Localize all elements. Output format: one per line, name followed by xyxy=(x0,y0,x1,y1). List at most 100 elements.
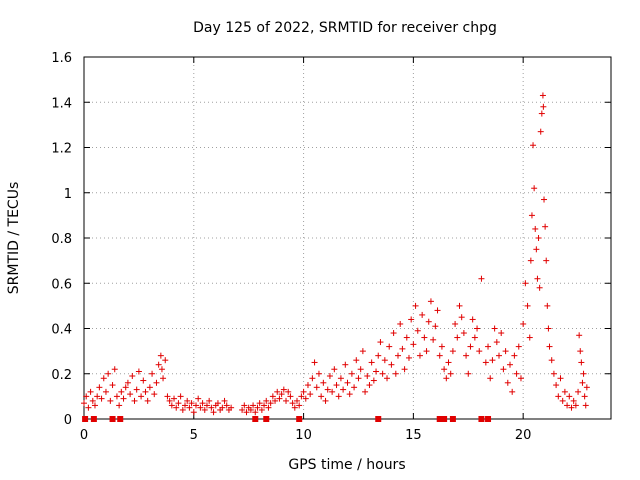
data-point xyxy=(329,388,336,395)
data-point xyxy=(94,393,101,400)
data-point xyxy=(539,92,546,99)
data-point xyxy=(441,366,448,373)
y-tick-label: 1.6 xyxy=(51,51,72,66)
data-point xyxy=(346,391,353,398)
data-point xyxy=(113,393,120,400)
data-point xyxy=(160,375,167,382)
data-point xyxy=(195,395,202,402)
data-point xyxy=(555,393,562,400)
zero-marker xyxy=(441,416,448,422)
data-point xyxy=(423,348,430,355)
data-point xyxy=(102,388,109,395)
zero-marker xyxy=(82,416,89,422)
zero-marker xyxy=(449,416,456,422)
data-point xyxy=(355,375,362,382)
zero-marker xyxy=(375,416,382,422)
data-point xyxy=(452,320,459,327)
data-point xyxy=(287,393,294,400)
y-axis-label: SRMTID / TECUs xyxy=(6,182,22,295)
data-point xyxy=(269,393,276,400)
data-point xyxy=(171,395,178,402)
data-point xyxy=(582,402,589,409)
zero-marker xyxy=(478,416,485,422)
data-point xyxy=(463,352,470,359)
data-point xyxy=(531,185,538,192)
data-point xyxy=(293,397,300,404)
data-point xyxy=(348,370,355,377)
data-point xyxy=(401,366,408,373)
data-point xyxy=(522,280,529,287)
data-point xyxy=(83,393,90,400)
data-point xyxy=(300,388,307,395)
data-point xyxy=(239,406,246,413)
data-point xyxy=(267,400,274,407)
data-point xyxy=(564,402,571,409)
data-point xyxy=(388,361,395,368)
data-point xyxy=(434,307,441,314)
zero-marker xyxy=(485,416,492,422)
data-point xyxy=(304,382,311,389)
data-point xyxy=(192,402,199,409)
data-point xyxy=(526,334,533,341)
data-point xyxy=(410,341,417,348)
data-point xyxy=(527,257,534,264)
data-point xyxy=(289,400,296,407)
zero-marker xyxy=(436,416,443,422)
data-point xyxy=(98,395,105,402)
data-point xyxy=(203,402,210,409)
data-point xyxy=(131,397,138,404)
data-point xyxy=(250,402,257,409)
data-point xyxy=(581,393,588,400)
data-point xyxy=(201,406,208,413)
data-point xyxy=(515,343,522,350)
data-point xyxy=(553,382,560,389)
data-point xyxy=(263,397,270,404)
data-point xyxy=(493,339,500,346)
data-point xyxy=(320,379,327,386)
data-point xyxy=(184,397,191,404)
data-point xyxy=(577,348,584,355)
data-point xyxy=(135,368,142,375)
data-point xyxy=(221,397,228,404)
data-point xyxy=(197,404,204,411)
data-point xyxy=(416,352,423,359)
y-tick-label: 0.6 xyxy=(51,277,72,292)
data-point xyxy=(210,409,217,416)
data-point xyxy=(412,302,419,309)
data-point xyxy=(498,330,505,337)
data-point xyxy=(425,318,432,325)
y-tick-label: 0.8 xyxy=(51,232,72,247)
data-point xyxy=(576,332,583,339)
data-point xyxy=(188,400,195,407)
data-point xyxy=(302,395,309,402)
data-point xyxy=(513,370,520,377)
data-point xyxy=(359,348,366,355)
data-point xyxy=(344,379,351,386)
data-point xyxy=(166,397,173,404)
data-point xyxy=(186,404,193,411)
data-point xyxy=(283,397,290,404)
chart-title: Day 125 of 2022, SRMTID for receiver chp… xyxy=(193,20,497,36)
data-point xyxy=(223,402,230,409)
data-point xyxy=(535,235,542,241)
data-point xyxy=(87,388,94,395)
data-point xyxy=(144,397,151,404)
y-tick-label: 1 xyxy=(64,187,72,202)
data-point xyxy=(485,343,492,350)
data-point xyxy=(133,386,140,393)
data-point xyxy=(438,343,445,350)
data-point xyxy=(364,373,371,380)
data-point xyxy=(511,352,518,359)
axis-ticks: 0 5 10 15 20 0 0.2 0.4 0.6 0.8 1 1.2 1.4 1.6 xyxy=(51,51,611,443)
data-point xyxy=(373,368,380,375)
data-point xyxy=(541,196,548,203)
data-point xyxy=(583,384,590,391)
data-point xyxy=(120,395,127,402)
data-point xyxy=(256,400,263,407)
data-point xyxy=(368,359,375,366)
data-point xyxy=(214,400,221,407)
data-point xyxy=(309,375,316,382)
y-tick-label: 0.2 xyxy=(51,368,72,383)
zero-marker xyxy=(90,416,97,422)
data-point xyxy=(247,406,254,413)
